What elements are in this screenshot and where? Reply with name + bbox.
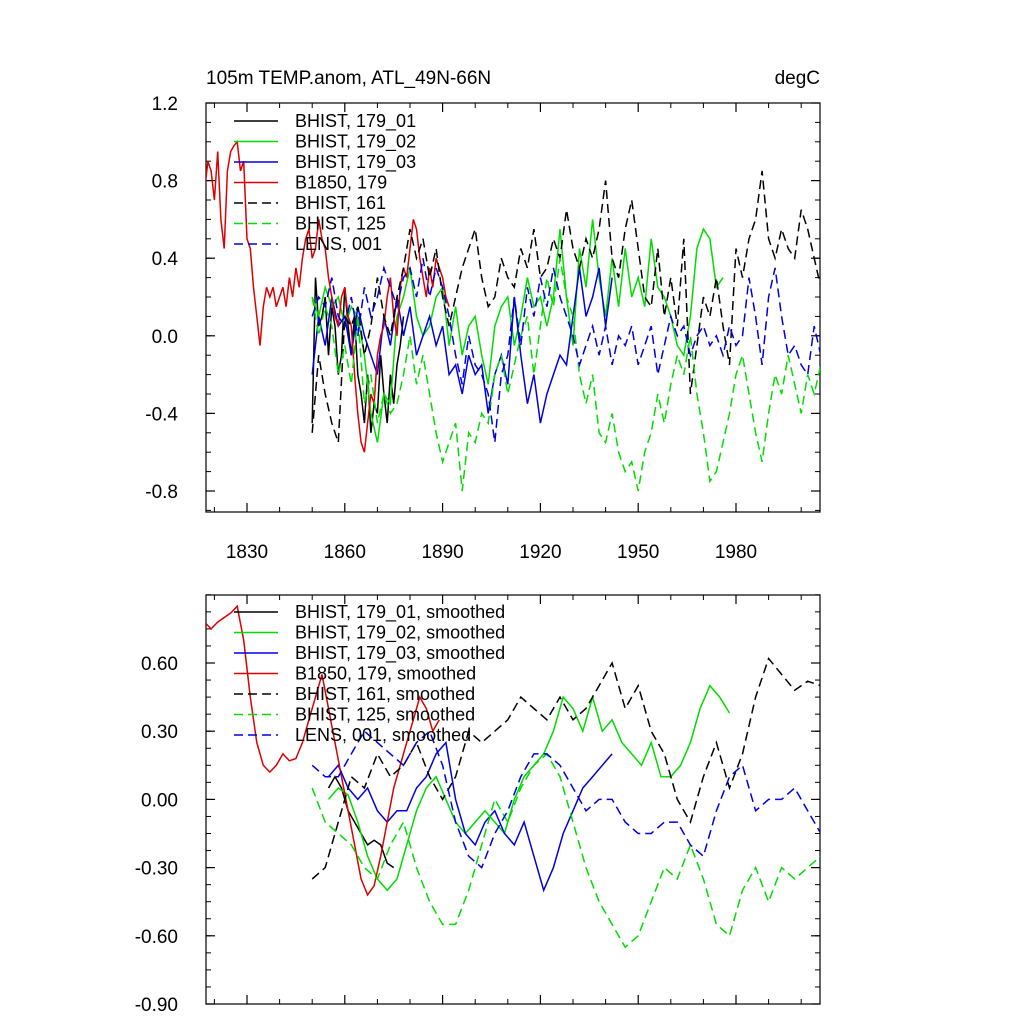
y-tick-label: -0.90	[135, 995, 178, 1016]
y-tick-label: 0.0	[152, 327, 178, 348]
y-tick-label: 0.00	[141, 790, 178, 811]
y-tick-label: -0.4	[145, 404, 178, 425]
chart-title: 105m TEMP.anom, ATL_49N-66N	[206, 68, 491, 89]
legend-label-5: BHIST, 125	[295, 214, 386, 234]
legend-label-3: B1850, 179	[295, 173, 387, 193]
legend-label-0: BHIST, 179_01	[295, 111, 416, 132]
plot-frame	[205, 102, 821, 513]
y-tick-label: -0.8	[145, 482, 178, 503]
top-panel: 105m TEMP.anom, ATL_49N-66N degC -0.8 -0.…	[145, 68, 821, 563]
series-line-0	[311, 277, 405, 433]
x-tick-label: 1830	[226, 542, 268, 563]
y-tick-label: 0.60	[141, 654, 178, 675]
series-line-1	[327, 684, 731, 892]
legend-label-0: BHIST, 179_01, smoothed	[295, 602, 505, 623]
x-tick-label: 1920	[519, 542, 561, 563]
x-tick-label: 1860	[324, 542, 366, 563]
series-line-4	[311, 170, 820, 443]
y-tick-label: 0.4	[152, 249, 179, 270]
series-line-5	[311, 752, 820, 949]
legend-label-6: LENS, 001, smoothed	[295, 725, 471, 745]
y-tick-label: 1.2	[152, 94, 178, 115]
x-tick-label: 1980	[715, 542, 757, 563]
legend-label-4: BHIST, 161	[295, 193, 386, 213]
series-line-5	[311, 258, 820, 492]
y-tick-label: 0.8	[152, 172, 178, 193]
legend-label-4: BHIST, 161, smoothed	[295, 684, 475, 704]
legend-label-5: BHIST, 125, smoothed	[295, 705, 475, 725]
legend-label-1: BHIST, 179_02	[295, 132, 416, 153]
series-line-2	[327, 740, 613, 893]
series-line-3	[206, 139, 450, 453]
series-line-2	[311, 267, 613, 424]
legend-label-2: BHIST, 179_03	[295, 152, 416, 173]
x-tick-label: 1950	[617, 542, 659, 563]
legend-label-1: BHIST, 179_02, smoothed	[295, 623, 505, 644]
chart-units: degC	[775, 68, 820, 89]
bottom-panel: -0.90 -0.60 -0.30 0.00 0.30 0.60 BHIST, 179_01…	[135, 594, 821, 1016]
legend-label-6: LENS, 001	[295, 234, 382, 254]
series-line-6	[311, 729, 820, 869]
x-tick-label: 1890	[421, 542, 463, 563]
y-tick-label: 0.30	[141, 722, 178, 743]
series-line-4	[311, 656, 820, 880]
legend-label-2: BHIST, 179_03, smoothed	[295, 643, 505, 664]
series-line-6	[311, 258, 820, 443]
y-tick-label: -0.60	[135, 927, 178, 948]
y-tick-label: -0.30	[135, 859, 178, 880]
legend-label-3: B1850, 179, smoothed	[295, 664, 476, 684]
